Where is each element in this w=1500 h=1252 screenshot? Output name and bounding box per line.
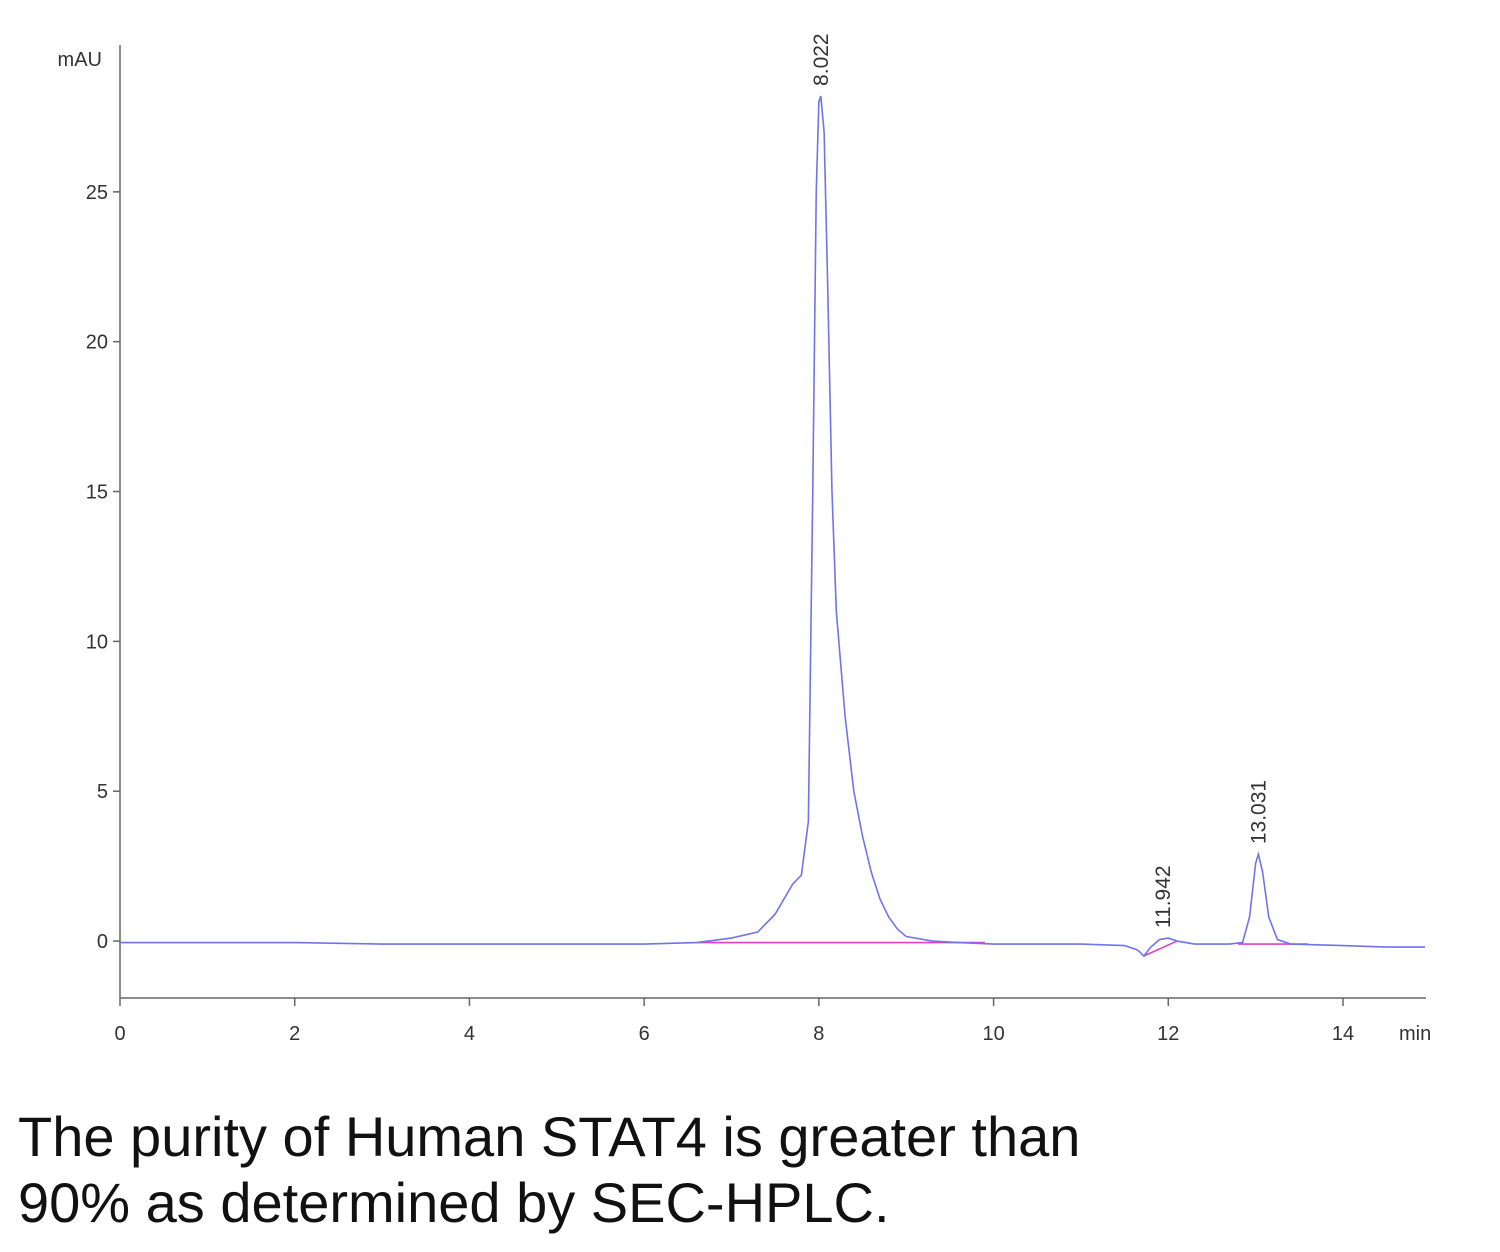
y-tick-label: 20 bbox=[86, 332, 108, 354]
x-tick-label: 0 bbox=[114, 1023, 125, 1045]
y-tick-label: 5 bbox=[97, 781, 108, 803]
y-tick-label: 25 bbox=[86, 182, 108, 204]
caption: The purity of Human STAT4 is greater tha… bbox=[18, 1104, 1080, 1236]
chromatogram-line bbox=[120, 95, 1426, 958]
x-axis-label: min bbox=[1399, 1023, 1431, 1045]
x-tick-label: 2 bbox=[289, 1023, 300, 1045]
caption-line: The purity of Human STAT4 is greater tha… bbox=[18, 1105, 1081, 1168]
peak-label: 8.022 bbox=[810, 33, 833, 86]
baseline bbox=[1143, 940, 1178, 957]
caption-line: 90% as determined by SEC-HPLC. bbox=[18, 1171, 890, 1234]
x-tick-label: 14 bbox=[1332, 1023, 1354, 1045]
x-tick-label: 10 bbox=[982, 1023, 1004, 1045]
y-tick-label: 10 bbox=[86, 631, 108, 653]
y-tick-label: 0 bbox=[97, 931, 108, 953]
chart: mAU min 0 5 10 15 20 25 0 2 4 6 8 10 12 14 8.022 11.942… bbox=[58, 33, 1432, 1045]
y-tick-label: 15 bbox=[86, 482, 108, 504]
peak-label: 11.942 bbox=[1152, 865, 1175, 928]
y-axis-label: mAU bbox=[58, 49, 102, 71]
peak-label: 13.031 bbox=[1247, 780, 1270, 844]
x-tick-label: 6 bbox=[639, 1023, 650, 1045]
x-tick-label: 8 bbox=[813, 1023, 824, 1045]
x-tick-label: 4 bbox=[464, 1023, 475, 1045]
x-tick-label: 12 bbox=[1157, 1023, 1179, 1045]
